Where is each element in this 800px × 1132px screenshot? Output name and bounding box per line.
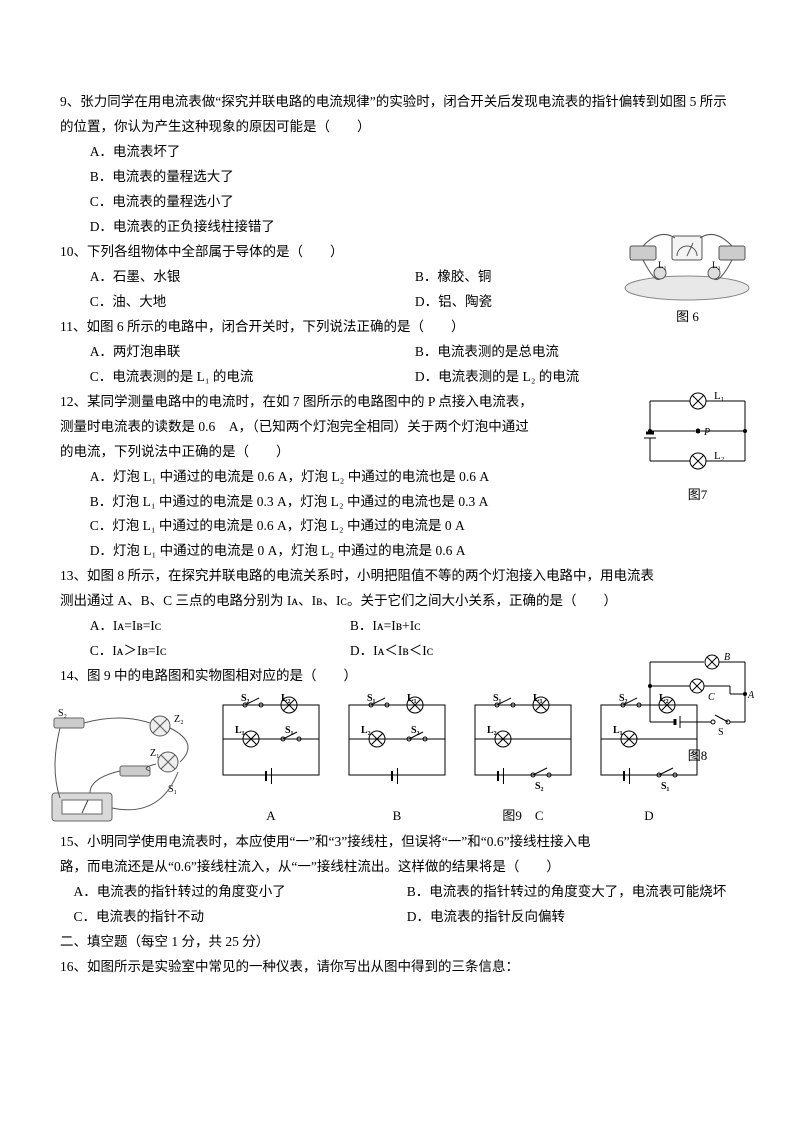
q15-stem1: 15、小明同学使用电流表时，本应使用“一”和“3”接线柱，但误将“一”和“0.6… bbox=[60, 830, 740, 855]
svg-text:Z₁: Z₁ bbox=[150, 748, 160, 759]
fig7-p: P bbox=[703, 427, 710, 438]
svg-text:L₂: L₂ bbox=[361, 725, 371, 736]
svg-text:S₁: S₁ bbox=[367, 693, 376, 704]
q11-row2: C．电流表测的是 L₁ 的电流 D．电流表测的是 L₂ 的电流 bbox=[60, 365, 740, 390]
q9-opt-a: A．电流表坏了 bbox=[90, 140, 740, 165]
svg-text:S₂: S₂ bbox=[241, 693, 250, 704]
q12-opt-c: C．灯泡 L₁ 中通过的电流是 0.6 A，灯泡 L₂ 中通过的电流是 0 A bbox=[90, 514, 740, 539]
q13-stem2: 测出通过 A、B、C 三点的电路分别为 Iᴀ、Iʙ、Iᴄ。关于它们之间大小关系，… bbox=[60, 589, 740, 614]
q12-options: A．灯泡 L₁ 中通过的电流是 0.6 A，灯泡 L₂ 中通过的电流也是 0.6… bbox=[60, 465, 740, 565]
fig7-l2: L₂ bbox=[714, 450, 725, 462]
fig8-c: C bbox=[708, 692, 715, 703]
q15-opt-b: B．电流表的指针转过的角度变大了，电流表可能烧坏 bbox=[407, 880, 740, 905]
q12-stem3: 的电流，下列说法中正确的是（ ） bbox=[60, 440, 740, 465]
figure-7: L₁ L₂ P 图7 bbox=[640, 386, 755, 507]
fig9-opt-a: S₂ L₂ L₁ S₁ bbox=[211, 693, 331, 793]
fig9-opt-b: S₁ L₁ L₂ S₂ bbox=[337, 693, 457, 793]
svg-text:L₁: L₁ bbox=[235, 725, 245, 736]
q15-opt-c: C．电流表的指针不动 bbox=[74, 905, 407, 930]
figure-8-caption: 图8 bbox=[640, 744, 755, 768]
q13-stem1: 13、如图 8 所示，在探究并联电路的电流关系时，小明把阻值不等的两个灯泡接入电… bbox=[60, 564, 740, 589]
svg-text:S₂: S₂ bbox=[58, 708, 67, 719]
q13-opt-b: B．Iᴀ=Iʙ+Iᴄ bbox=[350, 614, 610, 639]
q16-stem: 16、如图所示是实验室中常见的一种仪表，请你写出从图中得到的三条信息： bbox=[60, 955, 740, 980]
figure-6: L₁ L₂ 图 6 bbox=[620, 208, 755, 329]
q9-stem: 9、张力同学在用电流表做“探究并联电路的电流规律”的实验时，闭合开关后发现电流表… bbox=[60, 90, 740, 140]
figure-7-caption: 图7 bbox=[640, 483, 755, 507]
svg-text:L₁: L₁ bbox=[613, 725, 623, 736]
svg-text:S₁: S₁ bbox=[493, 693, 502, 704]
q12-stem2: 测量时电流表的读数是 0.6 A，（已知两个灯泡完全相同）关于两个灯泡中通过 bbox=[60, 415, 740, 440]
q13-opt-d: D．Iᴀ＜Iʙ＜Iᴄ bbox=[350, 639, 610, 664]
figure-6-caption: 图 6 bbox=[620, 305, 755, 329]
q15-opt-d: D．电流表的指针反向偏转 bbox=[407, 905, 740, 930]
q11-opt-b: B．电流表测的是总电流 bbox=[415, 340, 740, 365]
svg-text:L₁: L₁ bbox=[533, 693, 543, 704]
q13-row1: A．Iᴀ=Iʙ=Iᴄ B．Iᴀ=Iʙ+Iᴄ bbox=[60, 614, 740, 639]
fig9-label-a: A bbox=[211, 804, 331, 828]
fig9-label-c: 图9 C bbox=[463, 804, 583, 828]
svg-text:S₁: S₁ bbox=[661, 781, 670, 792]
svg-text:S₂: S₂ bbox=[619, 693, 628, 704]
svg-text:L₂: L₂ bbox=[487, 725, 497, 736]
q14-stem: 14、图 9 中的电路图和实物图相对应的是（ ） bbox=[60, 664, 740, 689]
q12-opt-d: D．灯泡 L₁ 中通过的电流是 0 A，灯泡 L₂ 中通过的电流是 0.6 A bbox=[90, 539, 740, 564]
q15-opt-a: A．电流表的指针转过的角度变小了 bbox=[74, 880, 407, 905]
q12-stem1: 12、某同学测量电路中的电流时，在如 7 图所示的电路图中的 P 点接入电流表， bbox=[60, 390, 740, 415]
section-2-heading: 二、填空题（每空 1 分，共 25 分） bbox=[60, 930, 740, 955]
figure-9: S₂ S₁ Z₂ Z₁ S₂ L bbox=[50, 693, 740, 828]
q9-opt-b: B．电流表的量程选大了 bbox=[90, 165, 740, 190]
fig9-label-b: B bbox=[337, 804, 457, 828]
q10-opt-c: C．油、大地 bbox=[90, 290, 415, 315]
fig8-b: B bbox=[724, 652, 730, 663]
svg-text:S₁: S₁ bbox=[168, 784, 177, 795]
q11-row1: A．两灯泡串联 B．电流表测的是总电流 bbox=[60, 340, 740, 365]
fig6-l1-label: L₁ bbox=[658, 260, 667, 270]
svg-text:L₁: L₁ bbox=[407, 693, 417, 704]
svg-text:S₂: S₂ bbox=[535, 781, 544, 792]
figure-8: B C A S bbox=[640, 650, 755, 768]
q13-opt-c: C．Iᴀ＞Iʙ=Iᴄ bbox=[90, 639, 350, 664]
svg-text:L₂: L₂ bbox=[281, 693, 291, 704]
fig6-l2-label: L₂ bbox=[712, 260, 721, 270]
fig9-opt-c: S₁ L₁ L₂ S₂ bbox=[463, 693, 583, 793]
svg-text:S₁: S₁ bbox=[285, 725, 294, 736]
fig8-s: S bbox=[718, 727, 724, 738]
q15-row1: A．电流表的指针转过的角度变小了 B．电流表的指针转过的角度变大了，电流表可能烧… bbox=[60, 880, 740, 905]
q15-stem2: 路，而电流还是从“0.6”接线柱流入，从“一”接线柱流出。这样做的结果将是（ ） bbox=[60, 855, 740, 880]
fig9-photo: S₂ S₁ Z₂ Z₁ bbox=[50, 708, 205, 828]
q11-opt-a: A．两灯泡串联 bbox=[90, 340, 415, 365]
svg-text:S₂: S₂ bbox=[411, 725, 420, 736]
fig8-a: A bbox=[747, 690, 755, 701]
fig9-label-d: D bbox=[589, 804, 709, 828]
fig7-l1: L₁ bbox=[714, 390, 725, 402]
q13-opt-a: A．Iᴀ=Iʙ=Iᴄ bbox=[90, 614, 350, 639]
q10-opt-a: A．石墨、水银 bbox=[90, 265, 415, 290]
q13-row2: C．Iᴀ＞Iʙ=Iᴄ D．Iᴀ＜Iʙ＜Iᴄ bbox=[60, 639, 740, 664]
q11-opt-c: C．电流表测的是 L₁ 的电流 bbox=[90, 365, 415, 390]
q15-row2: C．电流表的指针不动 D．电流表的指针反向偏转 bbox=[60, 905, 740, 930]
svg-text:Z₂: Z₂ bbox=[174, 714, 184, 725]
